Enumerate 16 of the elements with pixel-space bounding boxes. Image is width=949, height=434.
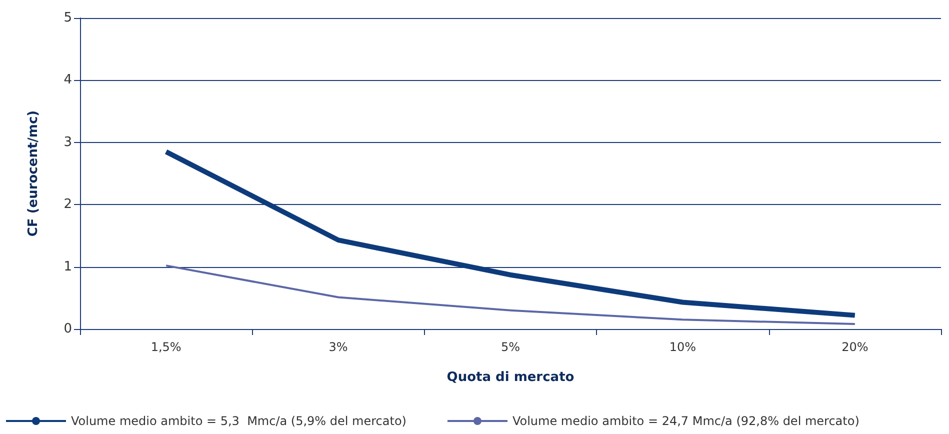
x-tick-label: 20% <box>842 340 868 354</box>
x-tick-label: 1,5% <box>150 340 182 354</box>
y-tick-label: 0 <box>64 322 72 336</box>
y-tick-label: 3 <box>64 134 72 150</box>
x-tick-label: 5% <box>500 340 520 354</box>
line-series <box>165 264 856 326</box>
x-tick-label: 10% <box>669 340 696 354</box>
x-axis-title: Quota di mercato <box>446 370 574 385</box>
y-tick-label: 4 <box>64 72 72 88</box>
y-tick-label: 5 <box>64 10 72 26</box>
y-axis-title: CF (eurocent/mc) <box>26 110 41 237</box>
x-tick-label: 3% <box>328 340 348 354</box>
y-tick-label: 2 <box>64 197 72 212</box>
y-tick-label: 1 <box>64 259 72 274</box>
legend-label: Volume medio ambito = 5,3 Mmc/a (5,9% del mercato) <box>71 414 406 428</box>
legend-label: Volume medio ambito = 24,7 Mmc/a (92,8% del mercato) <box>512 414 860 428</box>
